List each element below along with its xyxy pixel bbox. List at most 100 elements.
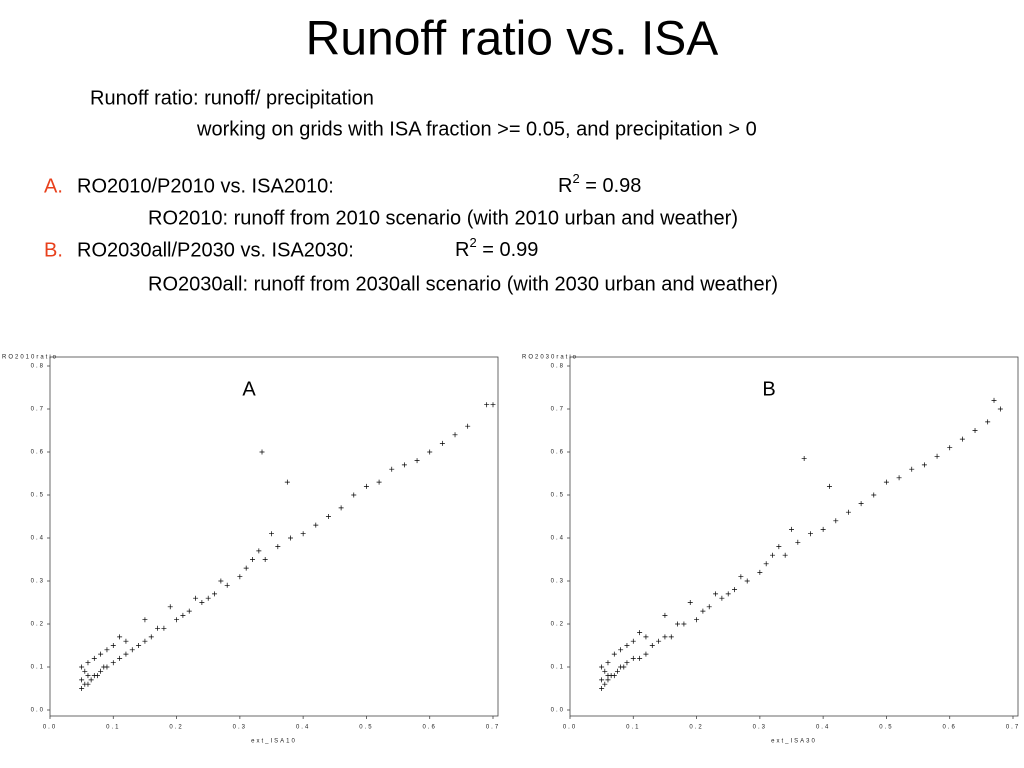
item-letter: B. [44,239,63,261]
y-tick-label: 0.2 [551,622,565,628]
data-point [338,505,344,511]
data-point [662,634,668,640]
x-tick-label: 0.2 [689,725,703,731]
data-point [909,466,915,472]
condition: working on grids with ISA fraction >= 0.… [196,118,757,140]
data-point [637,630,643,636]
data-point [675,621,681,627]
data-point [167,604,173,610]
item-letter: A. [44,175,63,197]
data-point [630,638,636,644]
y-tick-label: 0.5 [31,493,45,499]
data-point [259,449,265,455]
data-point [256,548,262,554]
data-point [452,432,458,438]
r-squared: R2 = 0.98 [558,171,641,197]
plot-frame [569,356,1019,717]
item-note: RO2010: runoff from 2010 scenario (with … [148,207,738,229]
data-point [465,423,471,429]
x-tick-label: 0.5 [359,725,373,731]
data-point [807,531,813,537]
y-tick-label: 0.6 [551,450,565,456]
plot-frame [49,356,499,717]
x-tick-label: 0.7 [1006,725,1020,731]
data-point [85,681,91,687]
r2-rest: = 0.98 [580,175,642,197]
data-point [694,617,700,623]
data-point [820,526,826,532]
data-point [287,535,293,541]
data-point [795,539,801,545]
data-point [763,561,769,567]
data-point [91,655,97,661]
item-note: RO2030all: runoff from 2030all scenario … [148,273,778,295]
data-point [630,655,636,661]
data-point [82,668,88,674]
data-point [212,591,218,597]
data-point [484,402,490,408]
data-point [104,664,110,670]
data-point [174,617,180,623]
data-point [845,509,851,515]
data-point [186,608,192,614]
data-point [427,449,433,455]
data-point [770,552,776,558]
data-point [313,522,319,528]
data-point [599,677,605,683]
data-point [79,686,85,691]
data-point [363,483,369,489]
data-point [79,664,85,670]
data-point [896,475,902,481]
data-point [738,574,744,580]
data-point [997,406,1003,412]
data-point [649,643,655,648]
data-point [883,479,889,485]
data-point [605,660,611,666]
y-tick-label: 0.7 [551,407,565,413]
y-tick-label: 0.1 [31,665,45,671]
data-point [637,655,643,661]
data-point [826,483,832,489]
data-point [991,397,997,403]
data-point [180,612,186,618]
data-point [161,625,167,631]
data-point [700,608,706,614]
y-tick-label: 0.4 [31,536,45,542]
x-axis-label: ext_ISA30 [771,739,817,745]
data-point [871,492,877,498]
data-point [237,574,243,580]
data-point [833,518,839,524]
data-point [725,591,731,597]
data-point [611,651,617,657]
y-tick-label: 0.2 [31,622,45,628]
data-point [599,664,605,670]
data-point [300,531,306,537]
data-point [401,462,407,468]
data-point [98,651,104,657]
item-text: RO2010/P2010 vs. ISA2010: [77,175,334,197]
data-point [744,578,750,584]
data-point [621,664,627,670]
data-point [262,557,268,562]
data-point [224,582,230,588]
data-point [602,668,608,674]
slide-title: Runoff ratio vs. ISA [306,13,719,66]
data-point [123,638,129,644]
x-tick-label: 0.3 [753,725,767,731]
data-point [104,647,110,653]
x-axis-label: ext_ISA10 [251,739,297,745]
x-tick-label: 0.4 [816,725,830,731]
data-point [136,643,142,648]
data-point [757,569,763,575]
y-tick-label: 0.6 [31,450,45,456]
data-point [662,612,668,618]
x-tick-label: 0.1 [626,725,640,731]
panel-label: B [762,378,775,400]
y-tick-label: 0.8 [551,364,565,370]
x-tick-label: 0.6 [423,725,437,731]
data-point [142,638,148,644]
y-tick-label: 0.4 [551,536,565,542]
x-tick-label: 0.0 [43,725,57,731]
